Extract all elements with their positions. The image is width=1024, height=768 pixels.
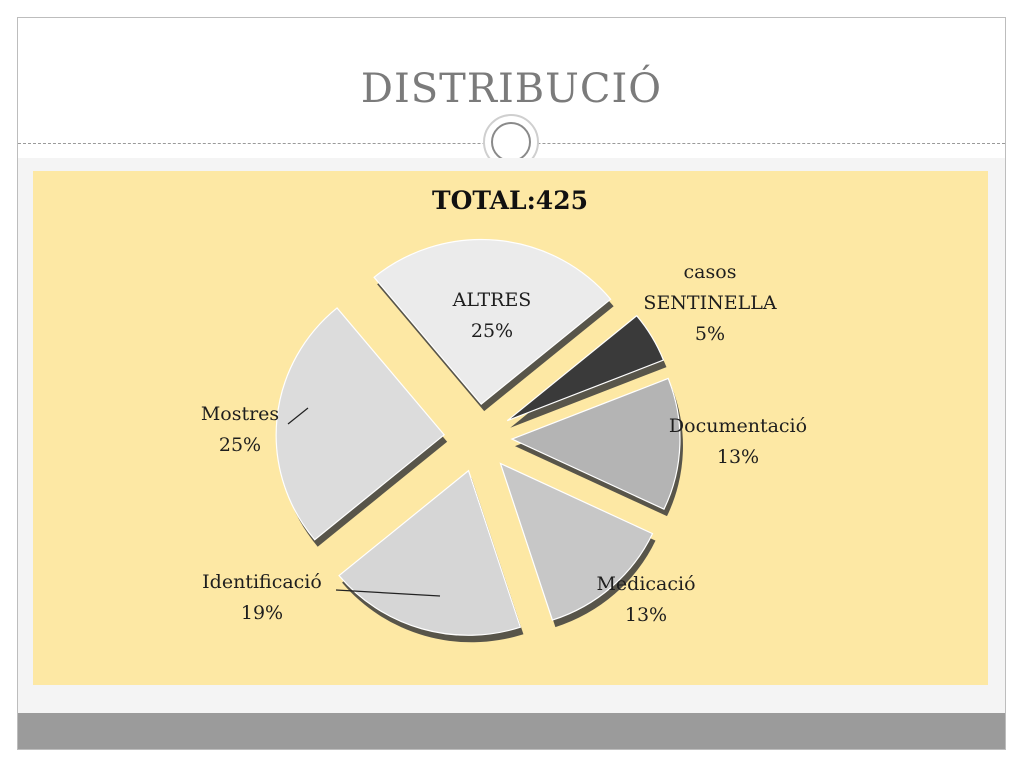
slice-percent-documentacio: 13% (717, 446, 759, 468)
slice-percent-casos-sentinella: 5% (695, 323, 725, 345)
slice-percent-mostres: 25% (219, 434, 261, 456)
chart-title: TOTAL:425 (432, 186, 588, 215)
title-circle-inner (491, 122, 531, 162)
slice-label-medicacio: Medicació 13% (596, 573, 695, 626)
slice-name-documentacio: Documentació (669, 415, 807, 437)
slice-mostres (275, 307, 446, 541)
slice-label-mostres: Mostres 25% (201, 403, 279, 456)
slice-documentacio (510, 377, 681, 510)
slice-label-identificacio: Identificació 19% (202, 571, 322, 624)
slice-identificacio (338, 469, 522, 636)
slice-altres (373, 238, 612, 405)
slice-labels: ALTRES 25% casos SENTINELLA 5% Documentació 13… (201, 261, 807, 626)
slide-title: DISTRIBUCIÓ (360, 66, 663, 112)
slice-medicacio (499, 462, 654, 621)
slice-percent-identificacio: 19% (241, 602, 283, 624)
slice-name-medicacio: Medicació (596, 573, 695, 595)
slice-label-documentacio: Documentació 13% (669, 415, 807, 468)
leader-line-mostres (287, 407, 309, 425)
slice-name-mostres: Mostres (201, 403, 279, 425)
leader-lines (287, 407, 441, 597)
slice-casos-sentinella (506, 314, 665, 422)
footer-bar (18, 713, 1005, 749)
leader-line-identificacio (335, 589, 441, 597)
slice-percent-medicacio: 13% (625, 604, 667, 626)
pie-slices (275, 238, 683, 643)
slice-name-casos-sentinella: SENTINELLA (643, 292, 776, 314)
slice-label-altres: ALTRES 25% (452, 289, 532, 342)
slice-label-casos-sentinella: casos SENTINELLA 5% (643, 261, 776, 345)
slice-name-altres: ALTRES (452, 289, 532, 311)
slice-name-casos-sentinella: casos (684, 261, 737, 283)
slice-name-identificacio: Identificació (202, 571, 322, 593)
slice-percent-altres: 25% (471, 320, 513, 342)
